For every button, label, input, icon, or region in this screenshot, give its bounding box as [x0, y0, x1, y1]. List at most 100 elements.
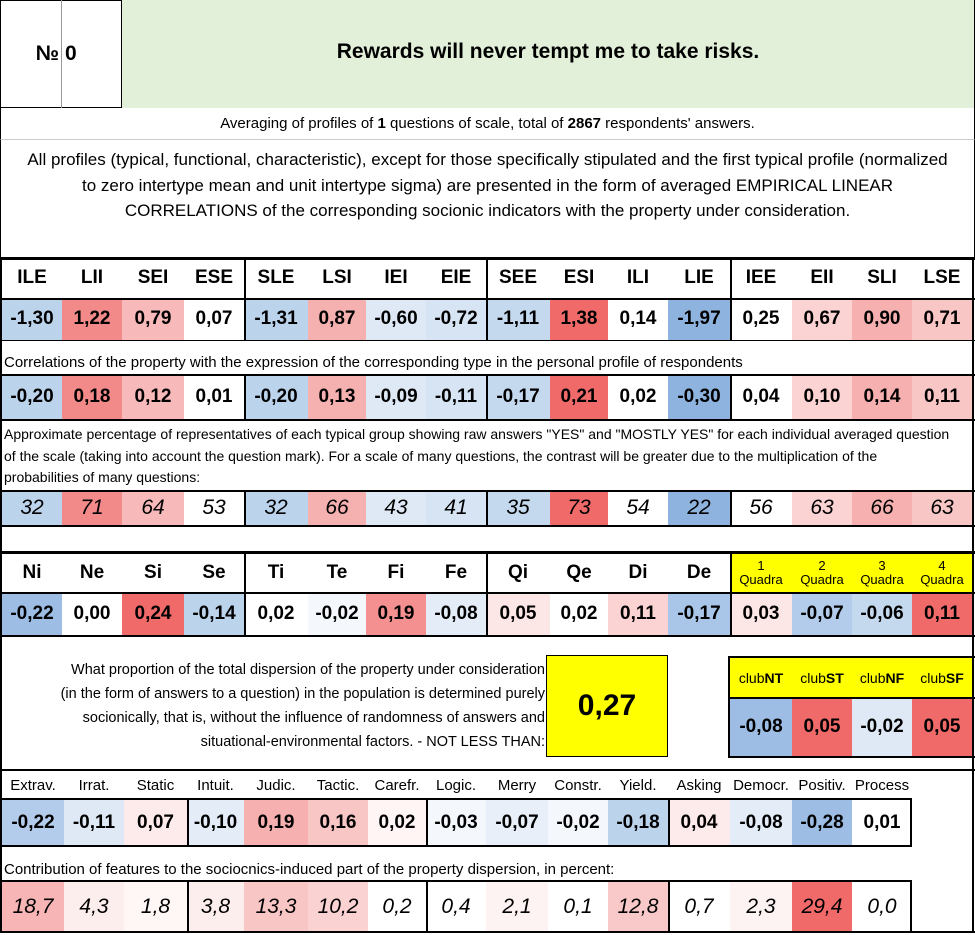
- typical-value: -1,11: [486, 298, 550, 340]
- typical-value: 0,71: [912, 298, 972, 340]
- feature-header: Logic.: [435, 776, 477, 794]
- questions-count: 1: [377, 115, 386, 132]
- correlation-caption: Correlations of the property with the ex…: [4, 352, 964, 374]
- contrib-divider: [187, 880, 189, 932]
- feature-header: Carefr.: [374, 776, 420, 794]
- feature-header: Constr.: [554, 776, 602, 794]
- dispersion-value-box: 0,27: [546, 655, 668, 757]
- percentage-value: 41: [426, 490, 486, 526]
- function-header: Ni: [22, 561, 42, 583]
- number-label: №: [35, 42, 59, 65]
- function-value: -0,14: [184, 592, 244, 636]
- feat-mid-border: [0, 798, 912, 800]
- corr-bottom-border: [0, 419, 975, 421]
- feature-header: Democr.: [733, 776, 789, 794]
- function-value: 0,02: [244, 592, 308, 636]
- quadra-number: 4: [938, 557, 946, 573]
- contribution-value: 29,4: [792, 882, 852, 932]
- quadra-value: 0,11: [912, 592, 972, 636]
- feature-header: Extrav.: [10, 776, 56, 794]
- quadra-value: 0,03: [730, 592, 792, 636]
- summary-prefix: Averaging of profiles of: [220, 115, 378, 132]
- contribution-caption-text: Contribution of features to the sociocni…: [4, 861, 615, 878]
- summary-middle: questions of scale, total of: [385, 115, 568, 132]
- typical-value: -0,72: [426, 298, 486, 340]
- contribution-value: 0,4: [426, 882, 486, 932]
- type-header: SEE: [498, 267, 538, 288]
- function-header: Di: [628, 561, 648, 583]
- feat-divider: [668, 798, 670, 846]
- contribution-value: 18,7: [2, 882, 64, 932]
- feat-divider: [187, 798, 189, 846]
- contribution-value: 0,0: [852, 882, 912, 932]
- right-border-lower: [972, 769, 974, 933]
- quadra-label: Quadra: [920, 571, 964, 587]
- correlation-value: -0,20: [2, 374, 62, 420]
- correlation-value: 0,12: [122, 374, 184, 420]
- feature-value: -0,10: [187, 800, 244, 846]
- feature-value: -0,02: [548, 800, 608, 846]
- percentage-value: 56: [730, 490, 792, 526]
- function-value: -0,08: [426, 592, 486, 636]
- feature-header: Irrat.: [78, 776, 110, 794]
- percentage-value: 66: [852, 490, 912, 526]
- type-header: ILI: [626, 267, 650, 288]
- feature-value: -0,11: [64, 800, 124, 846]
- group-divider: [730, 258, 732, 340]
- percentage-value: 71: [62, 490, 122, 526]
- feature-value: 0,01: [852, 800, 912, 846]
- type-header: LIE: [684, 267, 714, 288]
- quadra-header: 3 Quadra: [852, 553, 912, 592]
- number-cell: №: [0, 0, 62, 108]
- feature-header: Static: [136, 776, 175, 794]
- club-value: -0,02: [852, 698, 912, 756]
- left-border-mid: [0, 526, 2, 771]
- pct-bottom-border: [0, 525, 975, 527]
- contribution-value: 13,3: [244, 882, 308, 932]
- page-bottom-border: [0, 931, 975, 933]
- type-header: ILE: [17, 267, 47, 288]
- feature-header: Merry: [497, 776, 537, 794]
- typical-value: 0,90: [852, 298, 912, 340]
- club-name: NT: [764, 670, 784, 686]
- club-header: club NF: [852, 658, 912, 698]
- feature-value: 0,04: [668, 800, 730, 846]
- typical-value: 0,87: [308, 298, 366, 340]
- club-header: club ST: [792, 658, 852, 698]
- left-border-lower: [0, 769, 2, 933]
- correlation-value: 0,04: [730, 374, 792, 420]
- typical-value: 1,22: [62, 298, 122, 340]
- type-header: IEI: [384, 267, 408, 288]
- percentage-value: 32: [2, 490, 62, 526]
- club-left-border: [728, 656, 730, 758]
- feature-value: 0,07: [124, 800, 187, 846]
- group-divider: [244, 374, 246, 420]
- group-divider: [730, 374, 732, 420]
- quadra-header: 1 Quadra: [730, 553, 792, 592]
- percentage-caption: Approximate percentage of representative…: [4, 424, 954, 490]
- contribution-value: 3,8: [187, 882, 244, 932]
- function-header: Ne: [79, 561, 105, 583]
- function-header: Te: [326, 561, 348, 583]
- contribution-value: 12,8: [608, 882, 668, 932]
- question-title: Rewards will never tempt me to take risk…: [122, 0, 974, 108]
- feat-divider: [426, 798, 428, 846]
- feature-value: -0,03: [426, 800, 486, 846]
- contribution-value: 10,2: [308, 882, 368, 932]
- group-divider: [486, 374, 488, 420]
- club-name: NF: [885, 670, 905, 686]
- feature-value: 0,19: [244, 800, 308, 846]
- summary-suffix: respondents' answers.: [601, 115, 755, 132]
- function-header: Se: [202, 561, 226, 583]
- percentage-value: 66: [308, 490, 366, 526]
- correlation-value: -0,30: [668, 374, 730, 420]
- dispersion-note: What proportion of the total dispersion …: [60, 658, 545, 758]
- club-value: 0,05: [912, 698, 972, 756]
- correlation-value: 0,01: [184, 374, 244, 420]
- feat-bottom-border: [0, 845, 912, 847]
- function-value: -0,22: [2, 592, 62, 636]
- percentage-value: 43: [366, 490, 426, 526]
- dispersion-note-text: What proportion of the total dispersion …: [60, 662, 545, 750]
- type-header: LII: [80, 267, 104, 288]
- dispersion-value: 0,27: [577, 689, 637, 722]
